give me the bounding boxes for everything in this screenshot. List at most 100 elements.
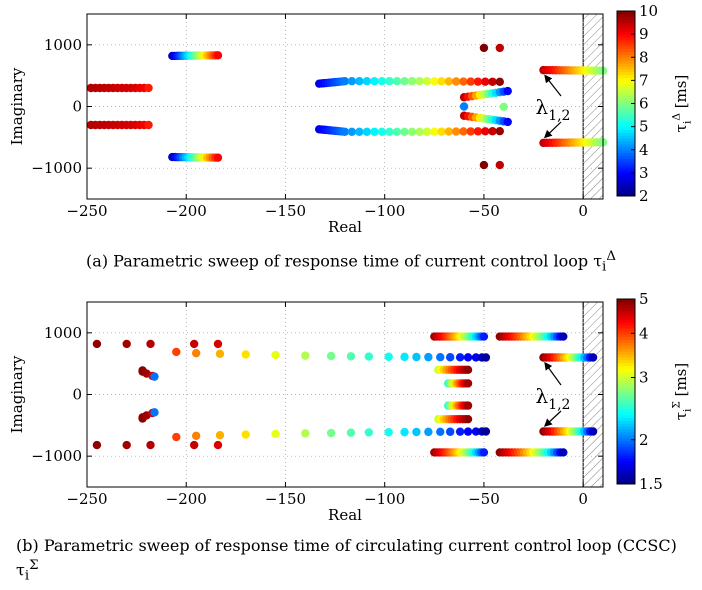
colorbar-segment xyxy=(617,313,635,317)
colorbar-segment xyxy=(617,39,635,44)
colorbar-segment xyxy=(617,403,635,407)
pole-point xyxy=(400,352,409,362)
colorbar-segment xyxy=(617,382,635,387)
colorbar-segment xyxy=(617,339,635,343)
colorbar-tick-label: 5 xyxy=(639,118,649,136)
pole-point xyxy=(340,127,349,136)
pole-point xyxy=(400,427,409,437)
colorbar-segment xyxy=(617,434,635,439)
pole-point xyxy=(444,77,454,86)
pole-point xyxy=(392,127,402,136)
colorbar-segment xyxy=(617,45,635,50)
x-tick-label: −100 xyxy=(364,490,405,508)
pole-point xyxy=(459,102,469,111)
pole-point xyxy=(213,339,223,349)
colorbar-segment xyxy=(617,22,635,26)
colorbar-segment xyxy=(617,31,635,35)
plot-area xyxy=(87,302,603,487)
colorbar-segment xyxy=(617,167,635,171)
pole-point xyxy=(362,77,372,86)
pole-point xyxy=(347,127,357,136)
pole-point xyxy=(495,43,504,53)
colorbar-segment xyxy=(617,368,635,372)
colorbar-segment xyxy=(617,143,635,148)
y-axis-label: Imaginary xyxy=(8,355,26,433)
colorbar-segment xyxy=(617,374,635,378)
pole-point xyxy=(213,153,223,162)
colorbar-segment xyxy=(617,452,635,456)
pole-point xyxy=(436,427,445,437)
colorbar-segment xyxy=(617,478,635,482)
colorbar-segment xyxy=(617,385,635,390)
colorbar-segment xyxy=(617,475,635,479)
colorbar-segment xyxy=(617,65,635,70)
colorbar-segment xyxy=(617,348,635,352)
pole-point xyxy=(463,353,473,362)
pole-point xyxy=(340,77,349,86)
colorbar-segment xyxy=(617,169,635,174)
lambda-arrow-up xyxy=(544,361,562,386)
pole-point xyxy=(346,428,356,437)
colorbar-segment xyxy=(617,319,635,323)
colorbar-segment xyxy=(617,184,635,188)
pole-point xyxy=(466,127,475,136)
chart-a: −250 −200 −150 −100 −50 0 −1000 0 1000 Real Imagin… xyxy=(8,2,694,236)
colorbar-segment xyxy=(617,91,635,96)
pole-point xyxy=(213,440,223,450)
colorbar-segment xyxy=(617,420,635,424)
colorbar-segment xyxy=(617,74,635,78)
colorbar-segment xyxy=(617,429,635,433)
colorbar-segment xyxy=(617,77,635,81)
pole-point xyxy=(355,77,364,86)
pole-point xyxy=(424,352,433,362)
colorbar-segment xyxy=(617,391,635,395)
pole-point xyxy=(488,127,497,136)
colorbar-label: τiΣ [ms] xyxy=(670,363,693,421)
y-tick-label: 0 xyxy=(72,386,82,404)
colorbar-tick-label: 4 xyxy=(639,324,649,342)
colorbar-segment xyxy=(617,89,635,93)
y-tick-label: −1000 xyxy=(31,447,82,465)
colorbar-segment xyxy=(617,472,635,476)
colorbar-segment xyxy=(617,25,635,29)
pole-point xyxy=(144,83,153,93)
pole-point xyxy=(271,350,280,360)
caption-a: (a) Parametric sweep of response time of… xyxy=(86,249,616,275)
colorbar-segment xyxy=(617,155,635,159)
pole-point xyxy=(463,401,473,410)
pole-point xyxy=(481,427,491,436)
pole-point xyxy=(412,427,421,437)
pole-point xyxy=(463,427,473,436)
pole-point xyxy=(445,427,455,436)
colorbar-segment xyxy=(617,301,635,306)
pole-point xyxy=(122,440,131,450)
colorbar-segment xyxy=(617,106,635,110)
colorbar-segment xyxy=(617,469,635,473)
x-tick-label: −150 xyxy=(265,202,306,220)
pole-point xyxy=(150,372,159,381)
pole-point xyxy=(463,379,473,388)
colorbar-segment xyxy=(617,405,635,410)
colorbar-segment xyxy=(617,481,635,485)
colorbar-segment xyxy=(617,120,635,125)
x-tick-label: −100 xyxy=(364,202,405,220)
pole-point xyxy=(172,432,181,442)
colorbar-segment xyxy=(617,342,635,346)
chart-b: −250 −200 −150 −100 −50 0 −1000 0 1000 Real Imagin… xyxy=(8,290,694,524)
colorbar-segment xyxy=(617,333,635,338)
x-tick-label: 0 xyxy=(578,202,588,220)
pole-point xyxy=(241,350,250,359)
pole-point xyxy=(459,77,468,86)
pole-point xyxy=(459,127,468,136)
colorbar-segment xyxy=(617,94,635,99)
colorbar-segment xyxy=(617,362,635,366)
colorbar-segment xyxy=(617,327,635,332)
colorbar-tick-label: 3 xyxy=(639,368,649,386)
colorbar-segment xyxy=(617,423,635,427)
colorbar-segment xyxy=(617,178,635,183)
pole-point xyxy=(122,339,131,349)
pole-point xyxy=(241,430,250,439)
colorbar-segment xyxy=(617,345,635,349)
lambda-arrow-down xyxy=(543,121,562,139)
colorbar-segment xyxy=(617,307,635,312)
